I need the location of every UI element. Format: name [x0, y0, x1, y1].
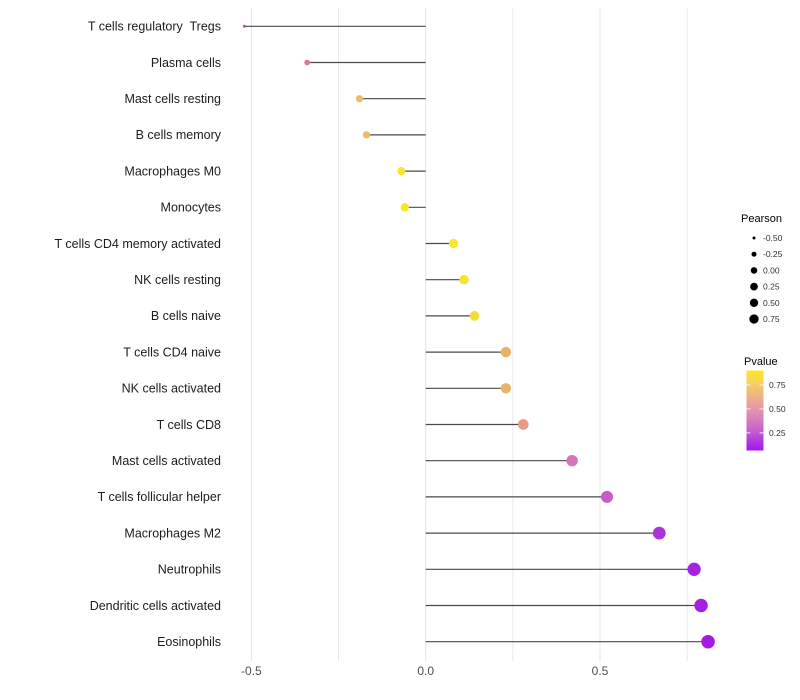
lollipop-dot: [397, 166, 406, 176]
colorbar-tick-label: 0.75: [769, 380, 786, 390]
lollipop-dot: [304, 59, 311, 66]
gridlines: [250, 8, 688, 661]
legend-size-label: 0.00: [763, 265, 780, 275]
x-axis: -0.5 0.0 0.5: [241, 664, 609, 678]
lollipop-row: B cells memory: [136, 128, 426, 142]
lollipop-row: T cells follicular helper: [98, 490, 613, 504]
legend-size-label: -0.25: [763, 249, 783, 259]
lollipop-row: Monocytes: [161, 201, 426, 215]
lollipop-row: Macrophages M2: [124, 526, 666, 540]
lollipop-row: NK cells activated: [122, 382, 512, 396]
legend-pearson: Pearson -0.50 -0.25 0.00 0.25 0.50 0.75: [741, 213, 783, 324]
legend-size-dot: [752, 236, 756, 240]
y-axis-label: Dendritic cells activated: [90, 599, 221, 613]
x-axis-tick-label: 0.0: [417, 664, 434, 678]
y-axis-label: NK cells resting: [134, 273, 221, 287]
lollipop-dot: [600, 490, 613, 503]
lollipop-row: Dendritic cells activated: [90, 599, 708, 613]
x-axis-tick-label: 0.5: [592, 664, 609, 678]
lollipop-dot: [652, 526, 666, 540]
lollipop-dot: [400, 203, 409, 212]
y-axis-label: Macrophages M0: [124, 164, 221, 178]
lollipop-dot: [362, 131, 371, 139]
y-axis-label: T cells CD8: [157, 418, 221, 432]
y-axis-label: T cells CD4 naive: [123, 345, 221, 359]
legend-pvalue: Pvalue 0.75 0.50 0.25: [744, 356, 786, 451]
y-axis-label: Plasma cells: [151, 56, 221, 70]
colorbar-tick-label: 0.50: [769, 404, 786, 414]
legend-size-dot: [749, 314, 759, 324]
lollipop-dot: [701, 634, 715, 649]
y-axis-label: T cells CD4 memory activated: [55, 237, 222, 251]
lollipop-row: Plasma cells: [151, 56, 426, 70]
lollipop-row: Neutrophils: [158, 563, 701, 577]
y-axis-label: Eosinophils: [157, 635, 221, 649]
legend-size-label: 0.75: [763, 314, 780, 324]
y-axis-label: Monocytes: [161, 201, 221, 215]
lollipop-row: T cells CD8: [157, 418, 529, 432]
legend-size-dot: [749, 298, 759, 307]
y-axis-label: Mast cells resting: [124, 92, 221, 106]
y-axis-label: Macrophages M2: [124, 526, 221, 540]
lollipop-dot: [469, 311, 480, 321]
legend-pvalue-title: Pvalue: [744, 356, 778, 368]
y-axis-label: B cells memory: [136, 128, 222, 142]
y-axis-label: T cells regulatory Tregs: [88, 20, 221, 34]
legend-pearson-title: Pearson: [741, 213, 782, 225]
lollipop-dot: [687, 562, 701, 576]
pvalue-colorbar: [746, 370, 764, 451]
y-axis-label: NK cells activated: [122, 382, 221, 396]
lollipop-row: B cells naive: [151, 309, 480, 323]
legend-size-dot: [750, 267, 758, 274]
lollipop-dot: [694, 598, 708, 613]
y-axis-label: B cells naive: [151, 309, 221, 323]
legend-size-dot: [750, 282, 758, 291]
lollipop-row: Mast cells resting: [124, 92, 426, 106]
lollipop-dot: [448, 238, 459, 249]
colorbar-tick-label: 0.25: [769, 428, 786, 438]
y-axis-label: T cells follicular helper: [98, 490, 221, 504]
lollipop-dot: [500, 346, 512, 358]
lollipop-dot: [242, 24, 246, 28]
legend-size-label: 0.50: [763, 298, 780, 308]
lollipop-row: T cells regulatory Tregs: [88, 20, 426, 34]
lollipop-dot: [517, 419, 529, 430]
lollipop-row: Eosinophils: [157, 634, 715, 649]
lollipop-rows: T cells regulatory Tregs Plasma cells Mast…: [55, 20, 715, 649]
lollipop-dot: [459, 274, 469, 285]
lollipop-row: T cells CD4 naive: [123, 345, 512, 359]
y-axis-label: Mast cells activated: [112, 454, 221, 468]
legend-size-label: -0.50: [763, 233, 783, 243]
lollipop-dot: [500, 383, 512, 394]
legend-size-label: 0.25: [763, 282, 780, 292]
lollipop-row: NK cells resting: [134, 273, 469, 287]
lollipop-row: Macrophages M0: [124, 164, 426, 178]
y-axis-label: Neutrophils: [158, 563, 221, 577]
lollipop-row: Mast cells activated: [112, 454, 578, 468]
x-axis-tick-label: -0.5: [241, 664, 262, 678]
legend-size-dot: [751, 251, 757, 257]
lollipop-row: T cells CD4 memory activated: [55, 237, 459, 251]
lollipop-dot: [355, 95, 364, 103]
lollipop-dot: [566, 454, 578, 467]
